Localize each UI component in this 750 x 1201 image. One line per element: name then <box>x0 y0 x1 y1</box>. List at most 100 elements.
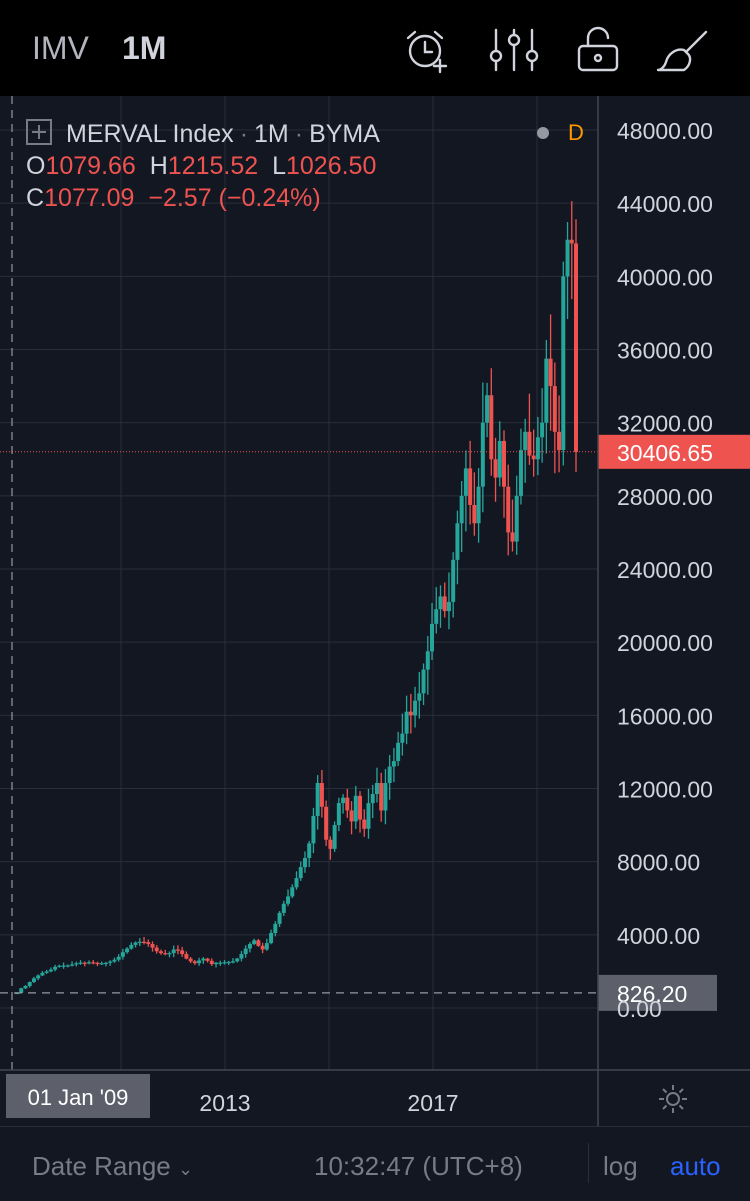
candle <box>74 961 79 967</box>
candle <box>260 942 265 954</box>
candle <box>349 801 354 835</box>
candle <box>146 939 151 947</box>
candle <box>485 382 490 438</box>
candle <box>294 871 299 890</box>
divider <box>588 1143 589 1183</box>
candle <box>120 948 125 960</box>
legend-exchange: BYMA <box>309 120 380 148</box>
drawing-brush-icon[interactable] <box>656 26 712 74</box>
candle <box>451 552 456 618</box>
y-tick-label: 44000.00 <box>617 191 713 217</box>
chart-overlays: 30406.65 826.20 01 Jan '09 <box>0 96 750 1118</box>
candle <box>243 945 248 958</box>
candle <box>112 957 117 963</box>
candle <box>374 767 379 803</box>
legend-title-row: MERVAL Index · 1M · BYMA <box>26 118 380 150</box>
crosshair-date-label: 01 Jan '09 <box>28 1085 129 1110</box>
candle <box>239 950 244 962</box>
candle <box>218 960 223 966</box>
y-tick-label: 12000.00 <box>617 777 713 803</box>
candle <box>531 429 536 477</box>
candle <box>442 582 447 618</box>
legend-separator: · <box>294 120 304 148</box>
candle <box>353 785 358 829</box>
candle <box>379 772 384 822</box>
candle <box>489 368 494 476</box>
candle <box>430 602 435 660</box>
candle <box>82 961 87 967</box>
legend-interval: 1M <box>254 120 289 148</box>
x-tick-label: 2013 <box>199 1090 250 1116</box>
candle <box>311 807 316 854</box>
candle <box>125 947 130 954</box>
date-range-label: Date Range <box>32 1151 171 1181</box>
unlock-icon[interactable] <box>570 26 626 74</box>
candle <box>544 339 549 454</box>
candle <box>129 942 134 950</box>
candle <box>137 938 142 947</box>
log-scale-toggle[interactable]: log <box>603 1151 638 1181</box>
high-value: 1215.52 <box>167 152 259 180</box>
candle <box>404 695 409 745</box>
candle <box>192 960 197 965</box>
candle <box>425 635 430 695</box>
candle <box>527 393 532 465</box>
alarm-add-icon[interactable] <box>400 26 456 74</box>
candle <box>540 388 545 463</box>
candle <box>514 475 519 555</box>
crosshair-price-badge <box>598 974 717 1011</box>
candle <box>459 480 464 553</box>
indicators-icon[interactable] <box>486 26 542 74</box>
candle <box>264 938 269 951</box>
bottom-bar: Date Range ⌄ 10:32:47 (UTC+8) log auto <box>0 1126 750 1201</box>
candle <box>336 797 341 832</box>
legend-separator: · <box>239 120 249 148</box>
candle <box>53 964 58 972</box>
candlestick-chart[interactable]: 30406.65 826.20 01 Jan '09 48000.00 44000.0… <box>0 96 750 1126</box>
candle <box>99 961 104 965</box>
candle <box>197 957 202 966</box>
candle <box>434 587 439 634</box>
candle <box>65 964 70 968</box>
candle <box>463 450 468 532</box>
legend-title: MERVAL Index <box>66 120 234 148</box>
y-tick-label: 36000.00 <box>617 338 713 364</box>
candle <box>396 731 401 766</box>
candle <box>510 499 515 552</box>
candle <box>552 362 557 474</box>
candles <box>15 201 578 995</box>
candle <box>150 941 155 952</box>
auto-scale-toggle[interactable]: auto <box>670 1151 721 1181</box>
low-label: L <box>272 152 286 180</box>
candle <box>400 713 405 756</box>
candle <box>281 900 286 916</box>
timeframe-button[interactable]: 1M <box>122 30 167 66</box>
candle <box>61 962 66 969</box>
candle <box>247 942 252 953</box>
change-value: −2.57 (−0.24%) <box>148 184 321 212</box>
candle <box>142 936 147 945</box>
candle <box>163 949 168 956</box>
candle <box>438 585 443 628</box>
candle <box>315 775 320 830</box>
candle <box>201 957 206 964</box>
candle <box>417 672 422 719</box>
candle <box>214 961 219 968</box>
candle <box>36 974 41 981</box>
add-compare-icon[interactable] <box>26 119 52 145</box>
candle <box>362 809 367 837</box>
last-price-label: 30406.65 <box>617 440 713 466</box>
settings-gear-icon[interactable] <box>656 1082 690 1116</box>
market-status-dot <box>537 127 549 139</box>
candle <box>205 957 210 963</box>
low-value: 1026.50 <box>285 152 377 180</box>
candle <box>86 960 91 965</box>
candle <box>569 201 574 300</box>
date-range-button[interactable]: Date Range ⌄ <box>32 1151 193 1182</box>
candle <box>286 889 291 907</box>
high-label: H <box>149 152 168 180</box>
candle <box>446 572 451 630</box>
symbol-button[interactable]: IMV <box>32 30 89 66</box>
y-tick-label: 20000.00 <box>617 630 713 656</box>
legend-ohl-row: O1079.66 H1215.52 L1026.50 <box>26 150 380 182</box>
